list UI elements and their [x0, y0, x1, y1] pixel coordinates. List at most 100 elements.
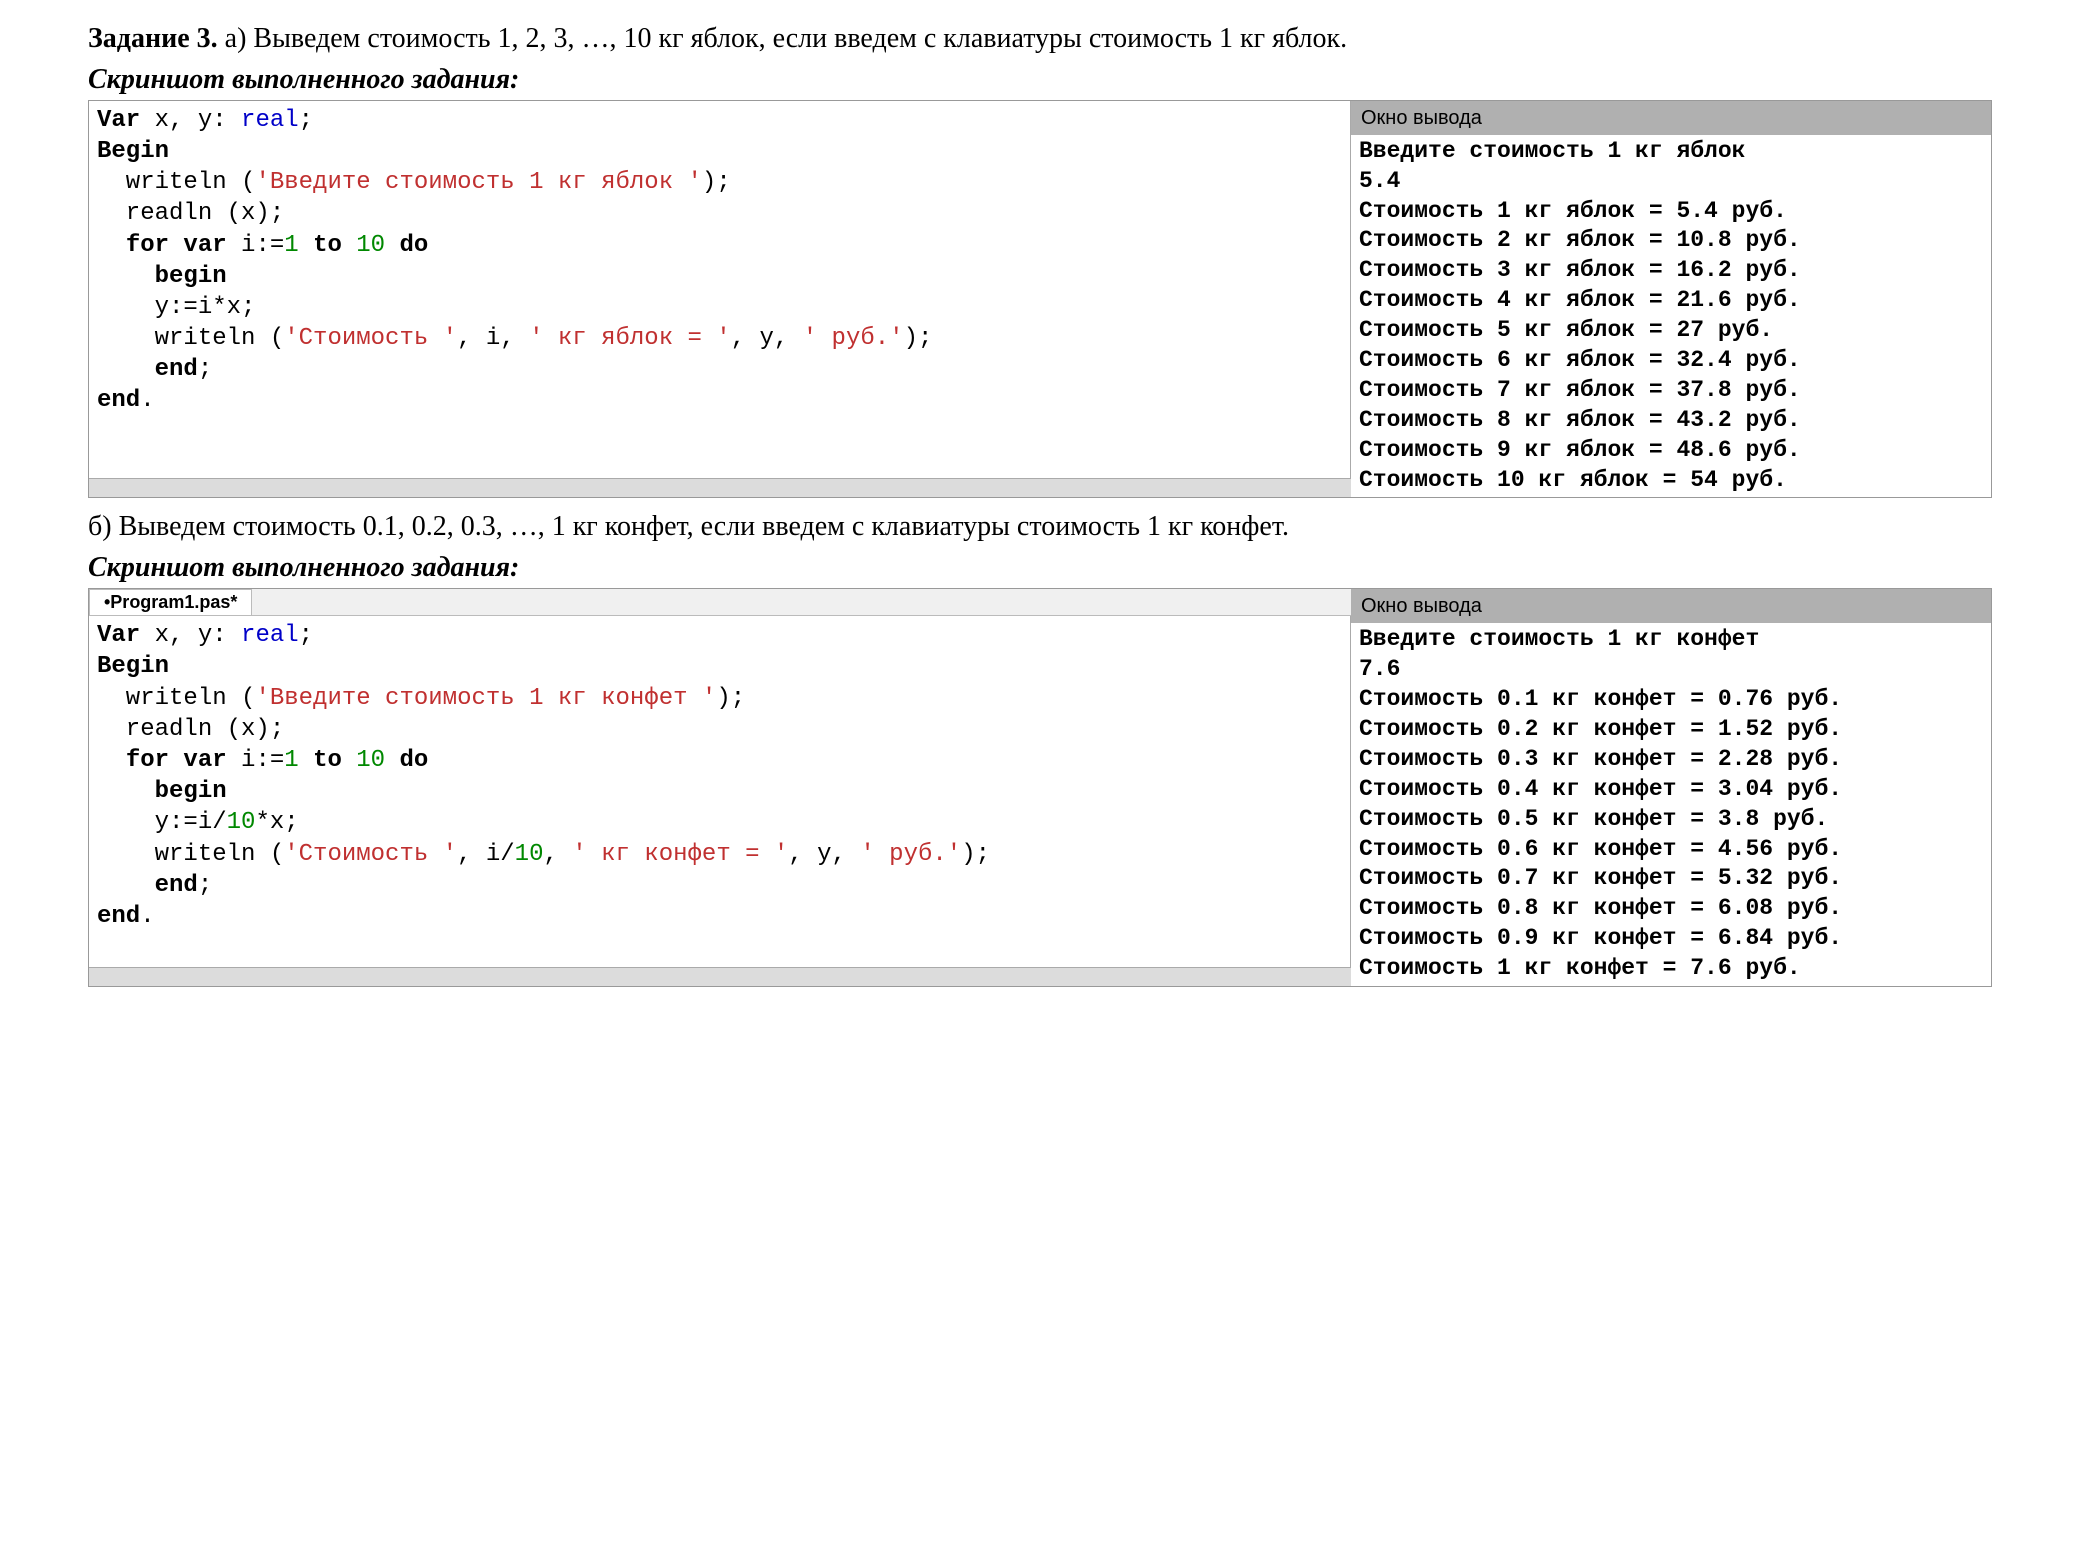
output-line: Стоимость 0.7 кг конфет = 5.32 руб.	[1359, 865, 1842, 891]
kw: end	[155, 872, 198, 899]
code-text	[299, 232, 313, 259]
scrollbar-horizontal[interactable]	[89, 967, 1351, 986]
code-text	[385, 232, 399, 259]
code-text: writeln (	[97, 169, 255, 196]
str: ' руб.'	[803, 325, 904, 352]
code-text	[97, 263, 155, 290]
str: 'Стоимость '	[284, 325, 457, 352]
output-title-b: Окно вывода	[1351, 589, 1991, 623]
kw: do	[400, 747, 429, 774]
code-text	[97, 872, 155, 899]
code-text: );	[904, 325, 933, 352]
tab-program1[interactable]: •Program1.pas*	[89, 589, 252, 615]
code-text: , y,	[788, 841, 860, 868]
output-line: 5.4	[1359, 168, 1400, 194]
code-text	[342, 747, 356, 774]
output-line: Стоимость 0.1 кг конфет = 0.76 руб.	[1359, 686, 1842, 712]
code-text: );	[716, 685, 745, 712]
code-text	[97, 778, 155, 805]
num: 10	[515, 841, 544, 868]
task3-part-b: б) Выведем стоимость 0.1, 0.2, 0.3, …, 1…	[88, 511, 1289, 542]
str: 'Введите стоимость 1 кг конфет '	[255, 685, 716, 712]
output-line: Стоимость 2 кг яблок = 10.8 руб.	[1359, 227, 1801, 253]
code-text: writeln (	[97, 841, 284, 868]
output-line: Стоимость 0.9 кг конфет = 6.84 руб.	[1359, 925, 1842, 951]
output-line: Стоимость 1 кг конфет = 7.6 руб.	[1359, 955, 1801, 981]
code-text	[97, 232, 126, 259]
code-text: readln (x);	[97, 716, 284, 743]
output-body-a: Введите стоимость 1 кг яблок 5.4 Стоимос…	[1351, 135, 1991, 498]
type: real	[241, 622, 299, 649]
output-line: Стоимость 3 кг яблок = 16.2 руб.	[1359, 257, 1801, 283]
code-text: x, y:	[140, 107, 241, 134]
code-text: ;	[198, 356, 212, 383]
kw: end	[155, 356, 198, 383]
output-line: Стоимость 0.6 кг конфет = 4.56 руб.	[1359, 836, 1842, 862]
kw: Begin	[97, 138, 169, 165]
kw: begin	[155, 263, 227, 290]
editor-a: Var x, y: real; Begin writeln ('Введите …	[88, 100, 1992, 499]
code-text: );	[702, 169, 731, 196]
kw: Var	[97, 622, 140, 649]
code-text	[97, 356, 155, 383]
code-area-a[interactable]: Var x, y: real; Begin writeln ('Введите …	[89, 101, 1351, 479]
code-text	[385, 747, 399, 774]
code-text: .	[140, 903, 154, 930]
code-text: readln (x);	[97, 200, 284, 227]
kw: end	[97, 387, 140, 414]
code-text: y:=i/	[97, 809, 227, 836]
kw: Begin	[97, 653, 169, 680]
output-line: Введите стоимость 1 кг яблок	[1359, 138, 1759, 164]
code-text: *x;	[255, 809, 298, 836]
screenshot-label-b: Скриншот выполненного задания:	[88, 552, 2040, 584]
kw: to	[313, 747, 342, 774]
screenshot-label-a: Скриншот выполненного задания:	[88, 64, 2040, 96]
task3-part-a: а) Выведем стоимость 1, 2, 3, …, 10 кг я…	[218, 23, 1347, 54]
output-line: Стоимость 1 кг яблок = 5.4 руб.	[1359, 198, 1787, 224]
str: ' руб.'	[860, 841, 961, 868]
code-text: ;	[198, 872, 212, 899]
str: 'Стоимость '	[284, 841, 457, 868]
code-text: ;	[299, 622, 313, 649]
editor-b: •Program1.pas* Var x, y: real; Begin wri…	[88, 588, 1992, 987]
str: ' кг яблок = '	[529, 325, 731, 352]
output-area-b: Окно вывода Введите стоимость 1 кг конфе…	[1351, 589, 1991, 986]
type: real	[241, 107, 299, 134]
code-text	[299, 747, 313, 774]
kw: Var	[97, 107, 140, 134]
scrollbar-horizontal[interactable]	[89, 478, 1351, 497]
kw: to	[313, 232, 342, 259]
code-text: .	[140, 387, 154, 414]
code-text: writeln (	[97, 685, 255, 712]
code-text	[97, 747, 126, 774]
task3-a-text: Задание 3. а) Выведем стоимость 1, 2, 3,…	[40, 20, 2040, 58]
output-line: Стоимость 0.3 кг конфет = 2.28 руб.	[1359, 746, 1842, 772]
num: 10	[356, 232, 385, 259]
num: 1	[284, 747, 298, 774]
output-line: 7.6	[1359, 656, 1400, 682]
code-text: writeln (	[97, 325, 284, 352]
output-line: Стоимость 6 кг яблок = 32.4 руб.	[1359, 347, 1801, 373]
output-line: Стоимость 5 кг яблок = 27 руб.	[1359, 317, 1773, 343]
output-line: Стоимость 0.4 кг конфет = 3.04 руб.	[1359, 776, 1842, 802]
output-line: Стоимость 0.5 кг конфет = 3.8 руб.	[1359, 806, 1828, 832]
str: 'Введите стоимость 1 кг яблок '	[255, 169, 701, 196]
code-area-b[interactable]: Var x, y: real; Begin writeln ('Введите …	[89, 616, 1351, 967]
code-text: , i/	[457, 841, 515, 868]
output-line: Стоимость 10 кг яблок = 54 руб.	[1359, 467, 1787, 493]
output-line: Стоимость 0.8 кг конфет = 6.08 руб.	[1359, 895, 1842, 921]
kw: for var	[126, 232, 227, 259]
code-text: );	[961, 841, 990, 868]
code-text: i:=	[227, 232, 285, 259]
num: 10	[356, 747, 385, 774]
kw: for var	[126, 747, 227, 774]
code-text: y:=i*x;	[97, 294, 255, 321]
code-text: ,	[543, 841, 572, 868]
output-line: Стоимость 7 кг яблок = 37.8 руб.	[1359, 377, 1801, 403]
code-text: ;	[299, 107, 313, 134]
tab-bar: •Program1.pas*	[89, 589, 1351, 616]
num: 10	[227, 809, 256, 836]
output-line: Стоимость 0.2 кг конфет = 1.52 руб.	[1359, 716, 1842, 742]
task3-b-text: б) Выведем стоимость 0.1, 0.2, 0.3, …, 1…	[40, 508, 2040, 546]
output-line: Стоимость 9 кг яблок = 48.6 руб.	[1359, 437, 1801, 463]
